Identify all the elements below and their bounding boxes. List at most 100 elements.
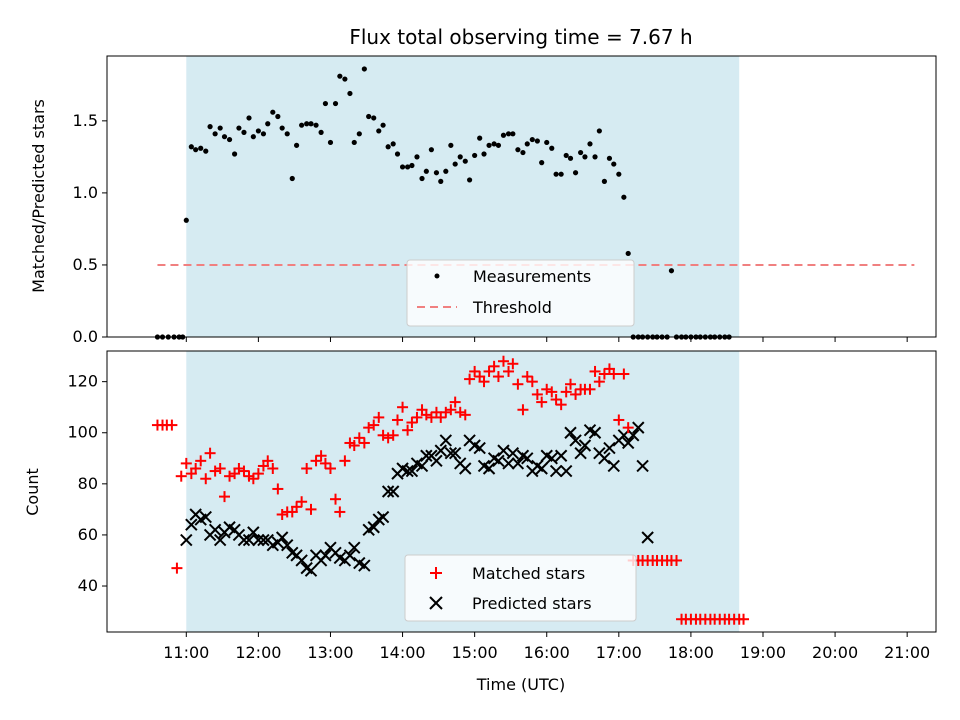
matched-star-point [238, 465, 250, 477]
matched-star-point [589, 365, 601, 377]
predicted-star-point [448, 446, 462, 460]
predicted-star-points [180, 421, 654, 577]
measurement-point [462, 158, 468, 164]
measurement-point [601, 178, 608, 184]
x-tick-label: 19:00 [740, 643, 786, 662]
matched-star-point [449, 396, 461, 408]
measurement-point [380, 122, 386, 128]
predicted-star-point [502, 457, 515, 470]
matched-star-point [315, 450, 327, 462]
measurement-point [356, 131, 362, 137]
predicted-star-point [621, 436, 635, 450]
matched-star-point [550, 394, 562, 406]
matched-star-point [435, 411, 447, 423]
measurement-point [587, 141, 593, 147]
predicted-star-point [405, 464, 419, 478]
matched-star-point [560, 386, 572, 398]
measurement-point [558, 171, 564, 177]
predicted-star-point [358, 559, 371, 572]
predicted-star-point [281, 538, 294, 552]
measurement-point [183, 217, 189, 223]
x-tick-label: 16:00 [524, 643, 570, 662]
matched-star-point [195, 455, 207, 467]
matched-star-point [330, 493, 342, 505]
measurement-point [438, 178, 444, 184]
matched-star-point [358, 437, 370, 449]
predicted-star-point [237, 533, 251, 547]
matched-star-point [368, 419, 380, 431]
measurement-point [376, 128, 382, 134]
predicted-star-point [545, 452, 558, 465]
matched-star-point [478, 376, 490, 388]
matched-star-point [584, 383, 596, 395]
measurement-point [366, 113, 372, 120]
chart-title: Flux total observing time = 7.67 h [349, 25, 692, 49]
matched-star-point [272, 483, 284, 495]
bottom-y-tick-label: 100 [67, 423, 98, 442]
top-legend-box [406, 259, 635, 327]
x-tick-label: 13:00 [307, 643, 353, 662]
bottom-y-axis-label: Count [23, 468, 42, 516]
predicted-star-point [185, 518, 198, 531]
matched-star-point [469, 365, 481, 377]
measurement-point [457, 154, 463, 160]
x-tick-label: 17:00 [596, 643, 642, 662]
predicted-star-point [213, 533, 227, 547]
measurement-point [260, 131, 267, 137]
matched-star-point [541, 383, 553, 395]
predicted-star-point [632, 421, 645, 434]
predicted-star-point [275, 531, 289, 544]
predicted-star-point [319, 549, 332, 562]
bottom-axes-frame [106, 350, 937, 633]
legend-matched-label: Matched stars [472, 564, 585, 583]
measurement-point [428, 147, 434, 153]
bottom-y-tick-label: 60 [78, 525, 98, 544]
matched-star-point [171, 562, 183, 574]
x-tick-label: 14:00 [380, 643, 426, 662]
matched-star-point [521, 371, 533, 383]
measurement-point [342, 76, 348, 82]
matched-star-point [459, 409, 471, 421]
x-tick-label: 15:00 [452, 643, 498, 662]
bottom-y-tick-label: 80 [78, 474, 98, 493]
top-y-tick-label: 1.0 [73, 183, 98, 202]
measurement-point [236, 125, 242, 131]
matched-star-point [214, 463, 226, 475]
measurement-point [500, 132, 507, 138]
measurement-point [423, 168, 429, 174]
matched-star-point [319, 457, 331, 469]
matched-star-point [406, 417, 418, 429]
measurement-point [250, 134, 256, 140]
matched-star-point [339, 455, 351, 467]
measurement-point [621, 194, 627, 200]
top-x-ticks [185, 337, 908, 342]
matched-star-point [526, 376, 538, 388]
measurement-point [279, 125, 285, 131]
bottom-legend: Matched stars Predicted stars [404, 554, 637, 622]
predicted-star-point [554, 449, 568, 462]
measurement-point [515, 147, 521, 153]
legend-measurements-label: Measurements [473, 267, 591, 286]
measurement-point [466, 177, 473, 183]
top-y-axis-label: Matched/Predicted stars [29, 99, 48, 293]
measurement-point [448, 142, 454, 148]
top-y-tick-label: 1.5 [73, 111, 98, 130]
matched-star-point [252, 468, 264, 480]
matched-star-point [276, 508, 288, 520]
top-y-ticks: 0.0 0.5 1.0 1.5 [73, 111, 107, 346]
matched-star-point [363, 422, 375, 434]
matched-star-point [593, 376, 605, 388]
matched-star-point [464, 373, 476, 385]
predicted-star-point [381, 485, 395, 498]
matched-star-point [397, 401, 409, 413]
measurement-point [318, 129, 324, 135]
measurement-point [549, 145, 555, 151]
matched-star-point [301, 463, 313, 475]
matched-star-point [618, 368, 630, 380]
matched-star-point [190, 463, 202, 475]
predicted-star-point [564, 426, 577, 439]
predicted-star-point [549, 464, 563, 478]
predicted-star-point [439, 434, 453, 447]
predicted-star-point [482, 462, 496, 475]
